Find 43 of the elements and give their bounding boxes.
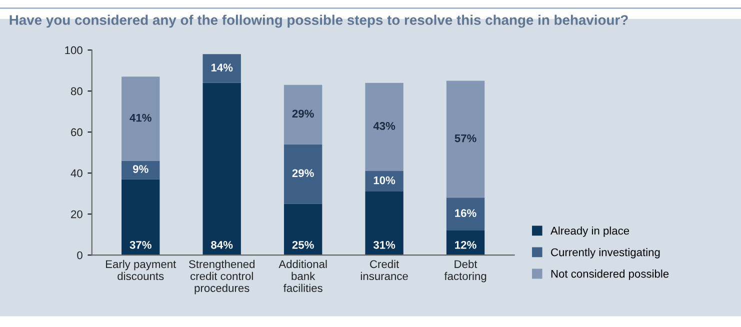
y-tick-label: 60	[71, 128, 82, 136]
bar	[446, 80, 485, 198]
data-label: 37%	[130, 240, 152, 249]
legend-label: Currently investigating	[551, 248, 660, 258]
bar	[202, 82, 241, 256]
bar	[202, 54, 241, 83]
bar	[284, 204, 322, 256]
x-tick-label: Early payment discounts	[106, 260, 176, 280]
bar	[365, 82, 404, 171]
legend-label: Not considered possible	[551, 270, 669, 280]
data-label: 43%	[373, 122, 396, 130]
data-label: 12%	[455, 240, 476, 249]
bar	[284, 84, 322, 144]
y-tick-label: 20	[71, 210, 82, 218]
y-tick-label: 0	[77, 251, 82, 260]
x-tick-label: Strengthened credit control procedures	[188, 260, 254, 294]
bar	[122, 179, 160, 256]
x-tick-label: Debt factoring	[444, 260, 486, 282]
bar	[284, 144, 322, 204]
data-label: 10%	[374, 176, 396, 184]
data-label: 29%	[292, 110, 314, 118]
y-tick-label: 80	[70, 87, 82, 96]
data-label: 84%	[211, 240, 233, 249]
bar	[365, 171, 404, 192]
data-label: 25%	[292, 240, 314, 249]
bar	[365, 192, 404, 256]
chart-title: Have you considered any of the following possible steps to resolve this change in behaviour?	[10, 14, 628, 28]
data-label: 16%	[455, 209, 476, 218]
y-tick-label: 100	[65, 46, 82, 54]
bar	[446, 198, 485, 230]
data-label: 31%	[373, 240, 396, 249]
x-tick-label: Credit insurance	[360, 260, 408, 280]
data-label: 9%	[132, 165, 148, 173]
data-label: 29%	[292, 169, 314, 178]
bar	[122, 76, 160, 161]
data-label: 57%	[454, 134, 476, 142]
data-label: 14%	[211, 64, 233, 72]
x-tick-label: Additional bank facilities	[278, 260, 327, 292]
legend-label: Already in place	[550, 226, 630, 237]
bar	[122, 160, 160, 180]
bar	[446, 230, 485, 256]
data-label: 41%	[130, 114, 152, 122]
y-tick-label: 40	[70, 169, 82, 178]
